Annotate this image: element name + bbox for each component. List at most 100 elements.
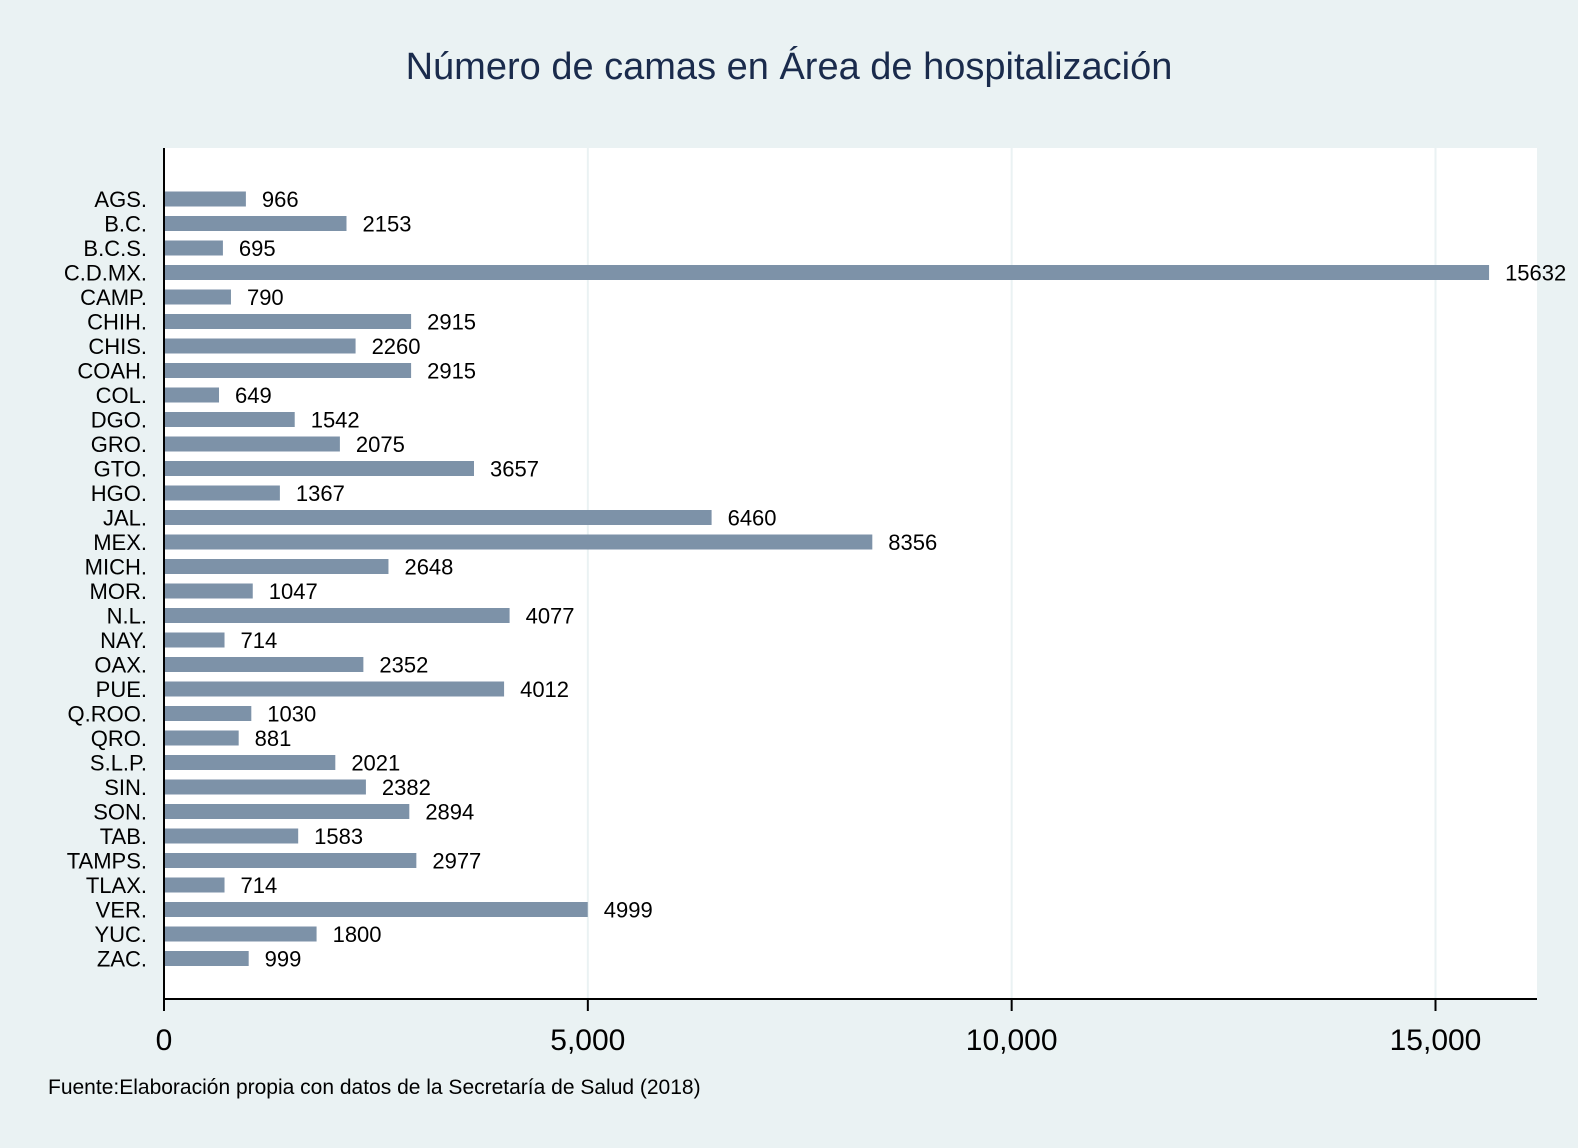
bar — [164, 779, 366, 795]
data-label: 2977 — [432, 849, 481, 874]
category-label: OAX. — [94, 653, 147, 678]
category-label: C.D.MX. — [64, 261, 147, 286]
bar — [164, 583, 253, 599]
data-label: 1030 — [267, 702, 316, 727]
data-label: 2915 — [427, 359, 476, 384]
category-label: N.L. — [107, 604, 147, 629]
data-label: 2021 — [351, 751, 400, 776]
data-label: 2382 — [382, 775, 431, 800]
data-label: 2648 — [404, 555, 453, 580]
bar — [164, 828, 299, 844]
category-label: PUE. — [96, 677, 147, 702]
bar — [164, 755, 336, 770]
bar — [164, 926, 317, 942]
data-label: 649 — [235, 383, 272, 408]
category-label: COAH. — [77, 359, 147, 384]
x-tick-label: 5,000 — [550, 1024, 625, 1057]
data-label: 999 — [265, 947, 302, 972]
category-label: SIN. — [104, 775, 147, 800]
category-label: MEX. — [93, 530, 147, 555]
category-label: NAY. — [100, 628, 147, 653]
category-label: DGO. — [91, 408, 147, 433]
data-label: 6460 — [728, 506, 777, 531]
data-label: 2153 — [363, 212, 412, 237]
bar — [164, 951, 249, 966]
category-label: GRO. — [91, 432, 147, 457]
bar — [164, 853, 417, 868]
bar — [164, 510, 712, 525]
category-label: CHIH. — [87, 310, 147, 335]
bar — [164, 338, 356, 354]
bar — [164, 412, 295, 427]
bar — [164, 730, 239, 746]
category-label: MICH. — [85, 555, 147, 580]
data-label: 2075 — [356, 432, 405, 457]
data-label: 1800 — [333, 922, 382, 947]
bar — [164, 289, 231, 305]
data-label: 4999 — [604, 898, 653, 923]
bars — [164, 191, 1490, 966]
bar — [164, 485, 280, 501]
data-label: 3657 — [490, 457, 539, 482]
category-label: CAMP. — [80, 285, 147, 310]
x-tick-label: 15,000 — [1390, 1024, 1482, 1057]
bar — [164, 657, 364, 672]
bar — [164, 436, 340, 452]
data-label: 1583 — [314, 824, 363, 849]
data-label: 4077 — [526, 604, 575, 629]
data-label: 2352 — [379, 653, 428, 678]
data-label: 1542 — [311, 408, 360, 433]
chart-title: Número de camas en Área de hospitalizaci… — [406, 45, 1173, 88]
bar — [164, 559, 389, 574]
data-label: 966 — [262, 187, 299, 212]
category-label: B.C. — [104, 212, 147, 237]
category-label: CHIS. — [88, 334, 147, 359]
data-label: 4012 — [520, 677, 569, 702]
category-label: B.C.S. — [83, 236, 147, 261]
bar — [164, 216, 347, 231]
bar — [164, 877, 225, 893]
data-label: 714 — [241, 628, 278, 653]
bar — [164, 387, 220, 403]
bar — [164, 363, 412, 378]
category-label: GTO. — [94, 457, 147, 482]
x-tick-label: 10,000 — [966, 1024, 1058, 1057]
bar — [164, 902, 588, 917]
data-label: 2915 — [427, 310, 476, 335]
bar — [164, 608, 510, 623]
data-label: 1367 — [296, 481, 345, 506]
category-label: AGS. — [94, 187, 147, 212]
data-label: 790 — [247, 285, 284, 310]
source-note: Fuente:Elaboración propia con datos de l… — [48, 1076, 701, 1099]
category-label: TAB. — [100, 824, 147, 849]
bar — [164, 804, 410, 819]
data-label: 2260 — [372, 334, 421, 359]
data-label: 2894 — [425, 800, 474, 825]
category-label: YUC. — [94, 922, 147, 947]
category-label: QRO. — [91, 726, 147, 751]
bar — [164, 681, 505, 697]
category-label: TAMPS. — [67, 849, 147, 874]
category-label: Q.ROO. — [68, 702, 147, 727]
grid-lines — [586, 148, 1437, 999]
category-label: JAL. — [103, 506, 147, 531]
category-label: SON. — [93, 800, 147, 825]
data-label: 695 — [239, 236, 276, 261]
category-labels: AGS.B.C.B.C.S.C.D.MX.CAMP.CHIH.CHIS.COAH… — [64, 187, 147, 972]
data-label: 881 — [255, 726, 292, 751]
bar — [164, 240, 223, 256]
data-label: 1047 — [269, 579, 318, 604]
category-label: HGO. — [91, 481, 147, 506]
x-tick-label: 0 — [156, 1024, 173, 1057]
data-label: 714 — [241, 873, 278, 898]
bar — [164, 265, 1490, 280]
data-label: 8356 — [888, 530, 937, 555]
bar — [164, 314, 412, 329]
category-label: S.L.P. — [90, 751, 147, 776]
bar — [164, 534, 873, 550]
category-label: VER. — [96, 898, 147, 923]
x-axis-ticks: 0 5,000 10,000 15,000 — [156, 999, 1482, 1057]
data-label: 15632 — [1505, 261, 1566, 286]
